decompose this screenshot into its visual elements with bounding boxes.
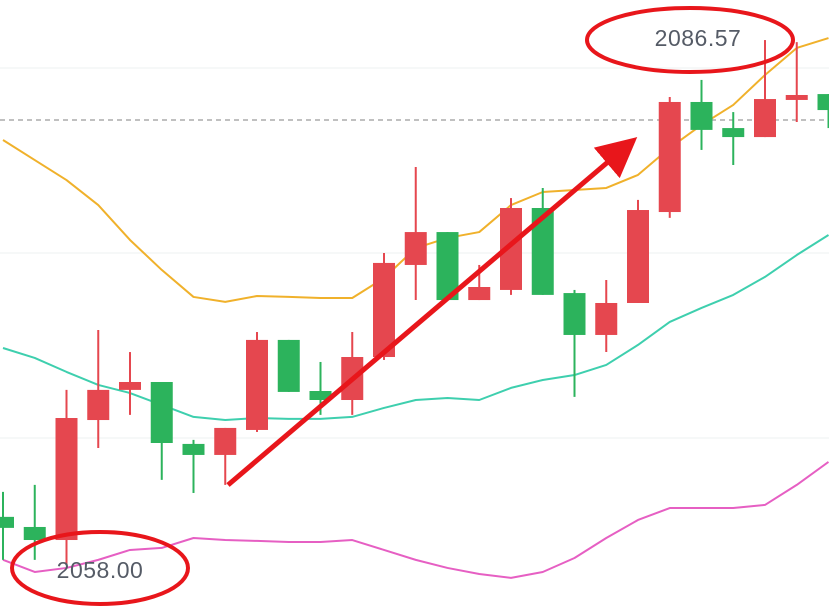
candle-body (627, 210, 649, 303)
candle-body (690, 101, 713, 130)
candle-body (373, 262, 395, 358)
indicator-line (2, 234, 829, 422)
annotations: 2086.57 2058.00 (10, 6, 795, 606)
candle-body (817, 94, 829, 111)
candle-body (658, 101, 681, 213)
candle-body (87, 389, 110, 421)
candle-body (309, 391, 332, 401)
candle-body (722, 128, 745, 138)
candle-body (563, 293, 586, 335)
candle-body (0, 516, 14, 528)
candle-body (468, 287, 491, 301)
annotation-label: 2086.57 (655, 25, 742, 51)
annotation-label: 2058.00 (57, 557, 144, 583)
candle-body (436, 232, 459, 301)
candle-body (119, 381, 141, 390)
candle-body (531, 207, 554, 295)
trend-arrow (226, 137, 638, 487)
highlight-ellipse (585, 6, 795, 74)
candle-body (500, 207, 522, 290)
candle-body (150, 381, 173, 444)
candle-body (214, 427, 237, 455)
candle-body (404, 232, 427, 265)
candle-body (23, 526, 46, 541)
candle-body (246, 339, 268, 430)
candle-body (595, 302, 618, 335)
candle-body (785, 94, 808, 100)
candle-body (182, 443, 205, 455)
candles (0, 40, 829, 566)
highlight-ellipse (10, 530, 190, 606)
candle-body (55, 418, 78, 541)
candle-body (754, 99, 776, 138)
candle-body (277, 339, 300, 392)
indicator-line (2, 461, 829, 579)
